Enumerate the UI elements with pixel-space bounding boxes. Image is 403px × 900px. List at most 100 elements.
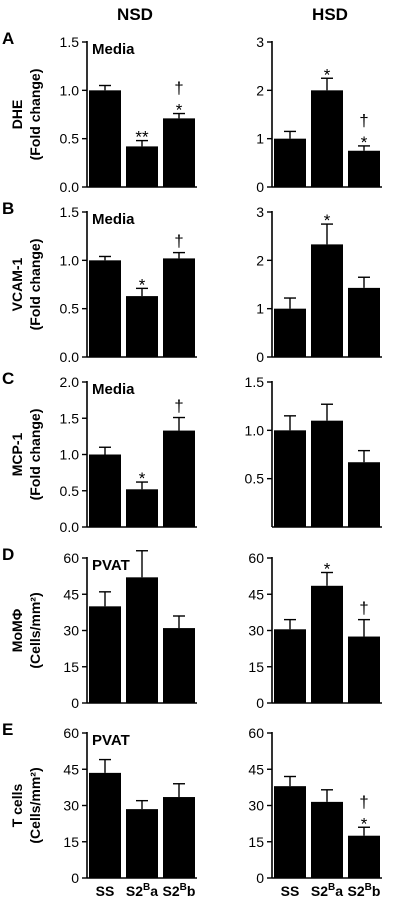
inset-label-B: Media: [92, 211, 135, 228]
y-tick-label: 15: [248, 659, 264, 675]
y-tick-label: 0.5: [60, 301, 80, 317]
bar: [274, 308, 306, 357]
bar: [163, 430, 195, 527]
panel-A-nsd: 0.00.51.01.5***†: [60, 34, 197, 195]
y-axis-title-line1: VCAM-1: [9, 257, 25, 311]
y-axis-title-E: T cells (Cells/mm²): [9, 767, 43, 843]
y-tick-label: 1.0: [60, 252, 80, 268]
y-tick-label: 30: [63, 623, 79, 639]
bar: [89, 90, 121, 187]
y-tick-label: 2: [256, 252, 264, 268]
inset-label-D: PVAT: [92, 557, 130, 574]
panel-E-nsd: 0 15 30 45 60: [63, 725, 197, 886]
y-tick-label: 3: [256, 204, 264, 220]
bar: [89, 606, 121, 703]
y-tick-label: 30: [63, 798, 79, 814]
bar: [89, 454, 121, 527]
panel-letter-B: B: [2, 199, 14, 218]
bar: [274, 786, 306, 878]
y-axis-title-line2: (Fold change): [27, 69, 43, 161]
bar: [89, 260, 121, 357]
bar: [89, 772, 121, 878]
y-tick-label: 15: [63, 834, 79, 850]
y-tick-label: 0.5: [60, 131, 80, 147]
y-tick-label: 1.5: [60, 410, 80, 426]
y-tick-label: 0.0: [60, 349, 80, 365]
y-tick-label: 60: [248, 550, 264, 566]
x-tick-label: SS: [96, 883, 115, 899]
panel-B-hsd: 0 1 2 3 *: [256, 204, 382, 365]
panel-letter-C: C: [2, 369, 14, 388]
inset-label-C: Media: [92, 381, 135, 398]
y-tick-label: 1.5: [60, 34, 80, 50]
y-axis-title-line2: (Fold change): [27, 239, 43, 331]
x-tick-label: S2Ba: [311, 882, 343, 899]
y-tick-label: 1.0: [60, 82, 80, 98]
y-axis-title-line1: T cells: [9, 784, 25, 828]
y-tick-label: 2.0: [60, 374, 80, 390]
panel-D-hsd: 0 15 30 45 60 * †: [248, 550, 382, 711]
bar: [163, 628, 195, 703]
y-axis-title-C: MCP-1 (Fold change): [9, 409, 43, 501]
y-axis-title-line2: (Cells/mm²): [27, 767, 43, 843]
y-axis-title-line1: MCP-1: [9, 433, 25, 477]
bar: [126, 489, 158, 527]
y-tick-label: 60: [248, 725, 264, 741]
y-axis-title-D: MoMΦ (Cells/mm²): [9, 592, 43, 668]
bar: [311, 585, 343, 703]
significance-dagger: †: [174, 232, 183, 251]
y-tick-label: 3: [256, 34, 264, 50]
bar: [126, 577, 158, 703]
significance-asterisk: *: [324, 65, 331, 84]
bar: [348, 835, 380, 878]
y-tick-label: 0: [256, 870, 264, 886]
y-axis-title-A: DHE (Fold change): [9, 69, 43, 161]
panel-C-hsd: 0.5 1.0 1.5: [245, 374, 382, 528]
y-tick-label: 2: [256, 82, 264, 98]
bar: [348, 287, 380, 357]
bar: [274, 430, 306, 527]
bar: [163, 118, 195, 187]
y-tick-label: 15: [248, 834, 264, 850]
bar: [311, 420, 343, 527]
y-axis-title-line2: (Cells/mm²): [27, 592, 43, 668]
bar: [163, 797, 195, 878]
panel-D-nsd: 0 15 30 45 60: [63, 550, 197, 711]
y-tick-label: 45: [248, 761, 264, 777]
bar: [348, 462, 380, 527]
panel-letter-E: E: [2, 720, 13, 739]
panel-A-hsd: 0 1 2 3 * * †: [256, 34, 382, 195]
bar: [126, 809, 158, 878]
y-tick-label: 0.0: [60, 519, 80, 535]
y-tick-label: 0.5: [60, 483, 80, 499]
column-header-hsd: HSD: [312, 5, 348, 24]
y-axis-title-B: VCAM-1 (Fold change): [9, 239, 43, 331]
y-tick-label: 0: [71, 695, 79, 711]
x-tick-label: S2Ba: [126, 882, 158, 899]
x-tick-label: S2Bb: [348, 882, 381, 899]
significance-dagger: †: [174, 397, 183, 416]
y-tick-label: 0: [256, 179, 264, 195]
significance-asterisk: *: [324, 211, 331, 230]
significance-dagger: †: [359, 792, 368, 811]
y-tick-label: 1.5: [245, 374, 265, 390]
x-tick-label: SS: [281, 883, 300, 899]
y-tick-label: 1.0: [245, 422, 265, 438]
significance-asterisk: *: [176, 101, 183, 120]
panel-letter-D: D: [2, 545, 14, 564]
y-tick-label: 45: [63, 586, 79, 602]
y-tick-label: 30: [248, 623, 264, 639]
bar: [274, 629, 306, 703]
significance-dagger: †: [359, 599, 368, 618]
y-tick-label: 0.5: [245, 471, 265, 487]
y-tick-label: 60: [63, 725, 79, 741]
y-tick-label: 0: [256, 695, 264, 711]
column-header-nsd: NSD: [117, 5, 153, 24]
significance-asterisk: *: [324, 560, 331, 579]
significance-dagger: †: [359, 111, 368, 130]
inset-label-E: PVAT: [92, 732, 130, 749]
y-tick-label: 1: [256, 131, 264, 147]
inset-label-A: Media: [92, 41, 135, 58]
